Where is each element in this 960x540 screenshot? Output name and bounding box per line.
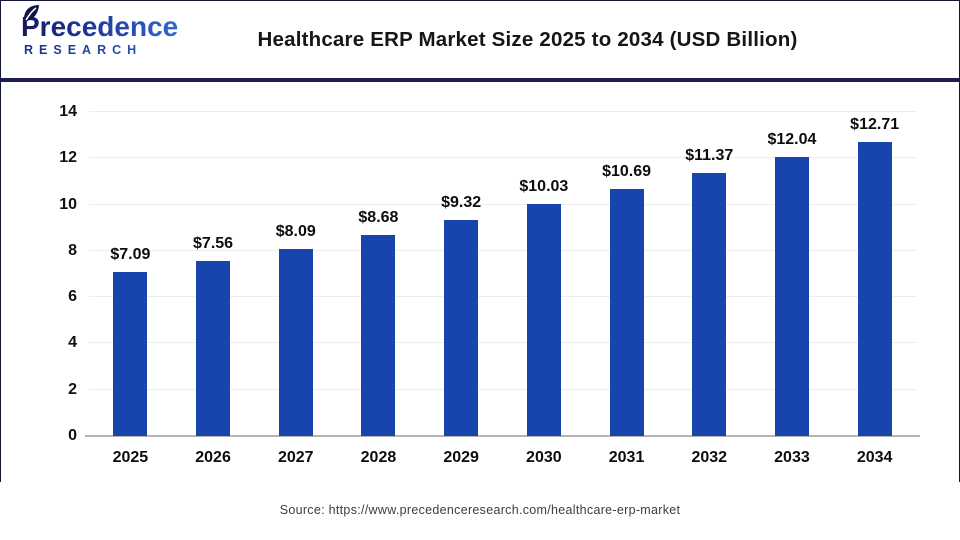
bar xyxy=(196,261,231,436)
bar xyxy=(774,157,809,436)
brand-subtitle: RESEARCH xyxy=(21,43,221,57)
bar-value-label: $9.32 xyxy=(441,194,482,212)
brand-name: Precedence xyxy=(21,12,221,42)
brand-logo: Precedence RESEARCH xyxy=(21,5,221,57)
bar-value-label: $11.37 xyxy=(685,146,734,164)
bar-value-label: $8.68 xyxy=(358,209,399,227)
bar-value-label: $10.69 xyxy=(602,162,652,180)
bar-value-label: $12.04 xyxy=(767,131,817,149)
x-tick-label: 2028 xyxy=(360,449,397,466)
bar xyxy=(609,188,644,436)
x-tick-label: 2026 xyxy=(195,449,231,466)
x-tick-label: 2033 xyxy=(774,449,810,466)
y-tick-label: 0 xyxy=(68,427,77,444)
x-tick-label: 2031 xyxy=(608,449,645,466)
bar xyxy=(361,235,396,436)
bar xyxy=(444,220,479,436)
x-tick-label: 2034 xyxy=(856,449,893,466)
y-tick-label: 4 xyxy=(68,334,77,352)
gridline xyxy=(89,342,916,344)
bar-value-label: $7.09 xyxy=(110,245,151,263)
plot-area: 0 2 4 6 8 10 12 14 $7.09 2025 $7.56 2026 $8.09 2027 $8… xyxy=(59,103,920,466)
gridline xyxy=(89,203,916,205)
bar-value-label: $8.09 xyxy=(275,222,316,240)
bar xyxy=(857,141,892,436)
x-axis-line xyxy=(85,435,920,437)
y-tick-label: 6 xyxy=(68,288,77,306)
chart-card: Precedence RESEARCH Healthcare ERP Marke… xyxy=(0,0,960,482)
gridline xyxy=(89,388,916,390)
bar-value-label: $12.71 xyxy=(850,115,900,133)
y-tick-label: 8 xyxy=(68,241,77,259)
chart-region: 0 2 4 6 8 10 12 14 $7.09 2025 $7.56 2026 $8.09 2027 $8… xyxy=(1,82,959,480)
leaf-icon xyxy=(23,5,39,22)
title-wrap: Healthcare ERP Market Size 2025 to 2034 … xyxy=(96,1,959,78)
y-tick-label: 14 xyxy=(59,103,77,120)
gridline xyxy=(89,111,916,112)
bar xyxy=(692,172,727,436)
x-tick-label: 2025 xyxy=(112,449,149,466)
x-tick-label: 2027 xyxy=(277,449,314,466)
x-tick-label: 2032 xyxy=(691,449,728,466)
gridline xyxy=(89,296,916,298)
x-tick-label: 2029 xyxy=(443,449,479,466)
gridline xyxy=(89,249,916,251)
bar xyxy=(526,203,561,436)
chart-title: Healthcare ERP Market Size 2025 to 2034 … xyxy=(257,27,798,51)
bar xyxy=(113,271,148,436)
source-text: Source: https://www.precedenceresearch.c… xyxy=(279,503,681,517)
y-tick-label: 12 xyxy=(59,149,77,167)
y-tick-label: 10 xyxy=(59,195,77,213)
gridline xyxy=(89,157,916,159)
y-tick-label: 2 xyxy=(68,380,77,398)
header: Precedence RESEARCH Healthcare ERP Marke… xyxy=(1,1,959,82)
x-tick-label: 2030 xyxy=(526,449,562,466)
bar xyxy=(278,248,313,436)
bar-value-label: $7.56 xyxy=(193,235,234,253)
bar-value-label: $10.03 xyxy=(519,177,569,195)
